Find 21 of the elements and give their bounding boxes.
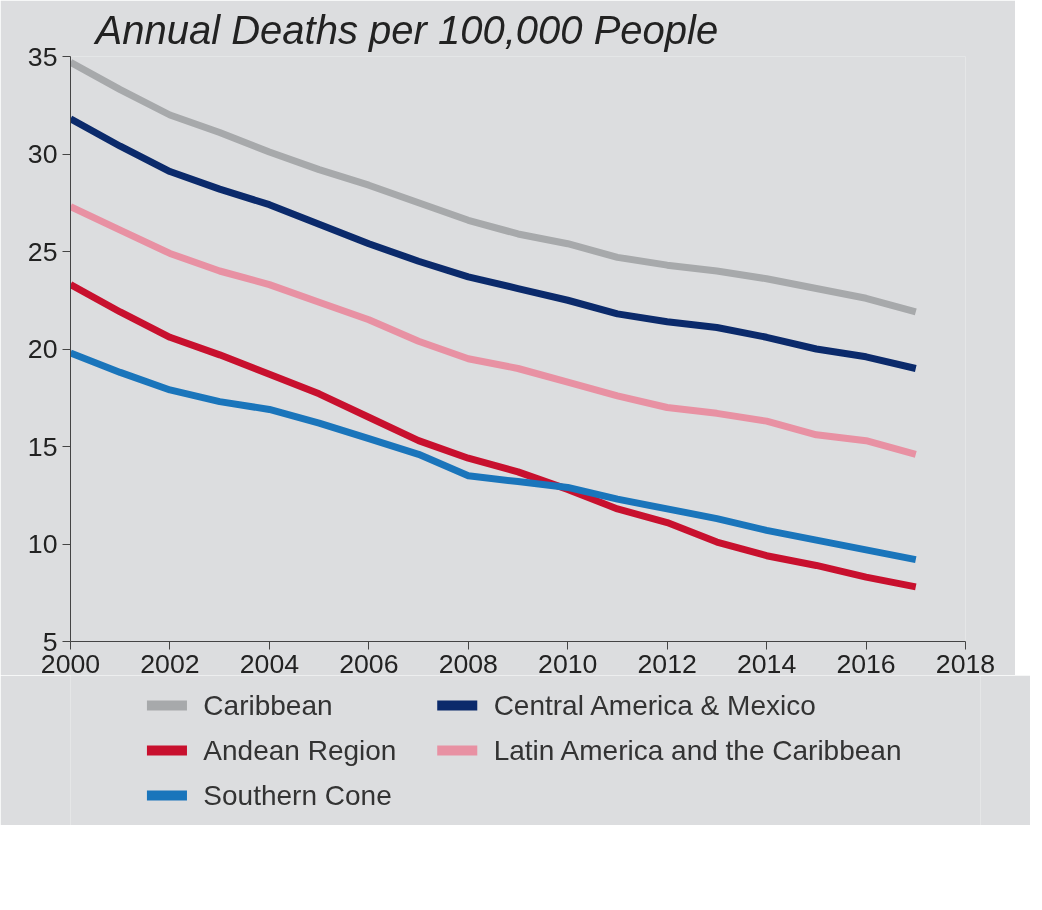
legend-label: Andean Region <box>203 735 397 766</box>
chart-title: Annual Deaths per 100,000 People <box>93 7 719 52</box>
x-tick-label: 2016 <box>836 648 896 679</box>
legend-label: Central America & Mexico <box>493 690 816 721</box>
x-tick-label: 2006 <box>339 648 399 679</box>
y-tick-label: 20 <box>27 334 58 364</box>
legend-label: Southern Cone <box>203 780 392 811</box>
y-tick-label: 30 <box>27 139 58 169</box>
x-tick-label: 2014 <box>736 648 797 679</box>
legend-label: Caribbean <box>203 690 333 721</box>
x-tick-label: 2018 <box>935 648 996 679</box>
y-tick-label: 10 <box>27 529 58 559</box>
x-tick-label: 2008 <box>438 648 498 679</box>
x-tick-label: 2002 <box>140 648 200 679</box>
x-tick-label: 2004 <box>239 648 300 679</box>
x-tick-label: 2012 <box>637 648 697 679</box>
y-tick-label: 35 <box>27 41 58 72</box>
x-tick-label: 2010 <box>538 648 598 679</box>
legend-label: Latin America and the Caribbean <box>493 735 902 766</box>
y-tick-label: 15 <box>27 431 58 462</box>
y-tick-label: 25 <box>27 236 58 267</box>
